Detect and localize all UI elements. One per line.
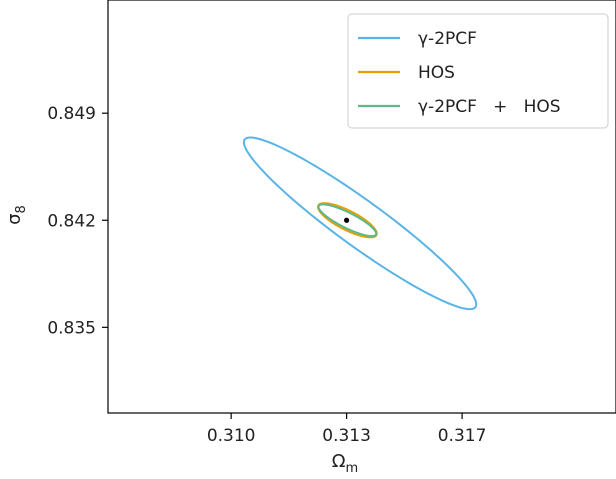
x-axis-label-main: Ω [332, 451, 346, 472]
y-axis-ticks: 0.835 0.842 0.849 [47, 104, 108, 338]
x-axis-label-sub: m [346, 461, 359, 476]
x-tick-label: 0.317 [438, 426, 487, 446]
x-tick-label: 0.310 [207, 426, 256, 446]
x-axis-label: Ωm [332, 451, 358, 476]
legend-box [347, 13, 609, 129]
y-tick-label: 0.849 [47, 104, 96, 124]
x-axis-ticks: 0.310 0.313 0.317 [207, 413, 487, 446]
plot-frame [107, 0, 616, 414]
legend: γ-2PCF HOS γ-2PCF + HOS [347, 13, 609, 129]
y-axis-label-sub: 8 [14, 205, 29, 213]
contour-combined [317, 203, 378, 238]
legend-label: HOS [418, 63, 455, 83]
x-tick-label: 0.313 [322, 426, 371, 446]
contour-gamma-2pcf [242, 136, 478, 311]
legend-label: γ-2PCF + HOS [418, 97, 561, 117]
y-tick-label: 0.835 [47, 318, 96, 338]
legend-label: γ-2PCF [418, 29, 477, 49]
y-tick-label: 0.842 [47, 211, 96, 231]
plot-area [242, 136, 478, 311]
fiducial-point [344, 217, 350, 223]
y-axis-label-main: σ [4, 213, 25, 224]
y-axis-label: σ8 [4, 205, 29, 225]
